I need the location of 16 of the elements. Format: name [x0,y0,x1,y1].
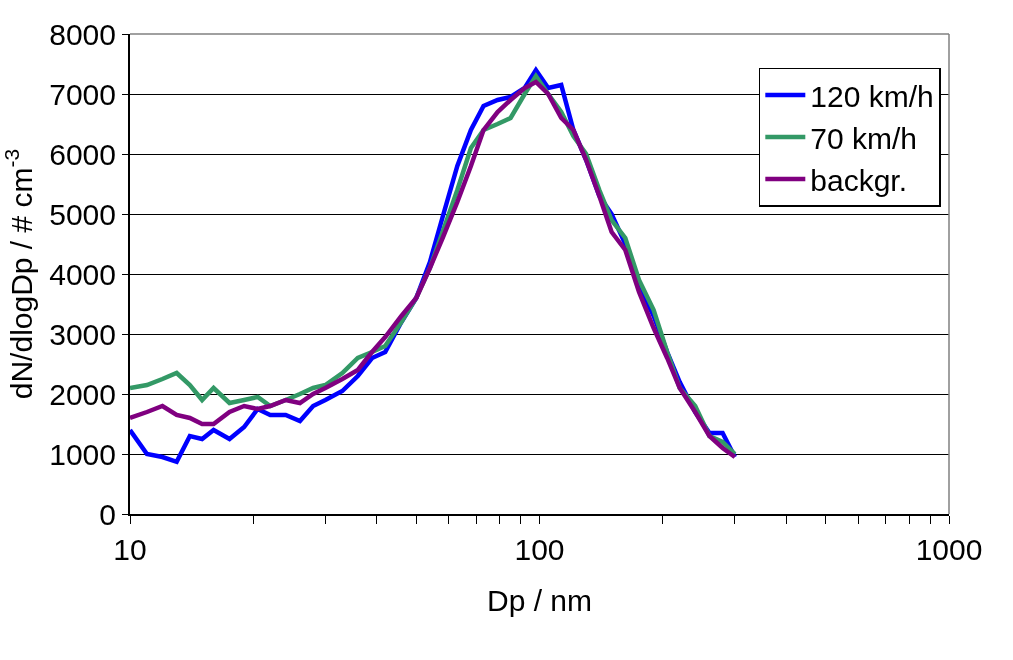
y-tick-label: 8000 [49,17,116,51]
y-tick-label: 6000 [49,137,116,171]
x-tick-label: 10 [113,533,147,566]
y-tick-label: 1000 [49,437,116,471]
x-axis-title: Dp / nm [486,584,593,617]
legend-label: 70 km/h [810,121,918,155]
x-tick-label: 1000 [915,533,983,566]
legend-label: backgr. [810,163,908,197]
y-tick-label: 3000 [49,317,116,351]
legend-label: 120 km/h [810,79,934,113]
y-tick-label: 2000 [49,377,116,411]
y-tick-label: 4000 [49,257,116,291]
y-tick-label: 5000 [49,197,116,231]
x-tick-label: 100 [514,533,565,566]
y-tick-label: 0 [99,497,116,531]
y-tick-label: 7000 [49,77,116,111]
